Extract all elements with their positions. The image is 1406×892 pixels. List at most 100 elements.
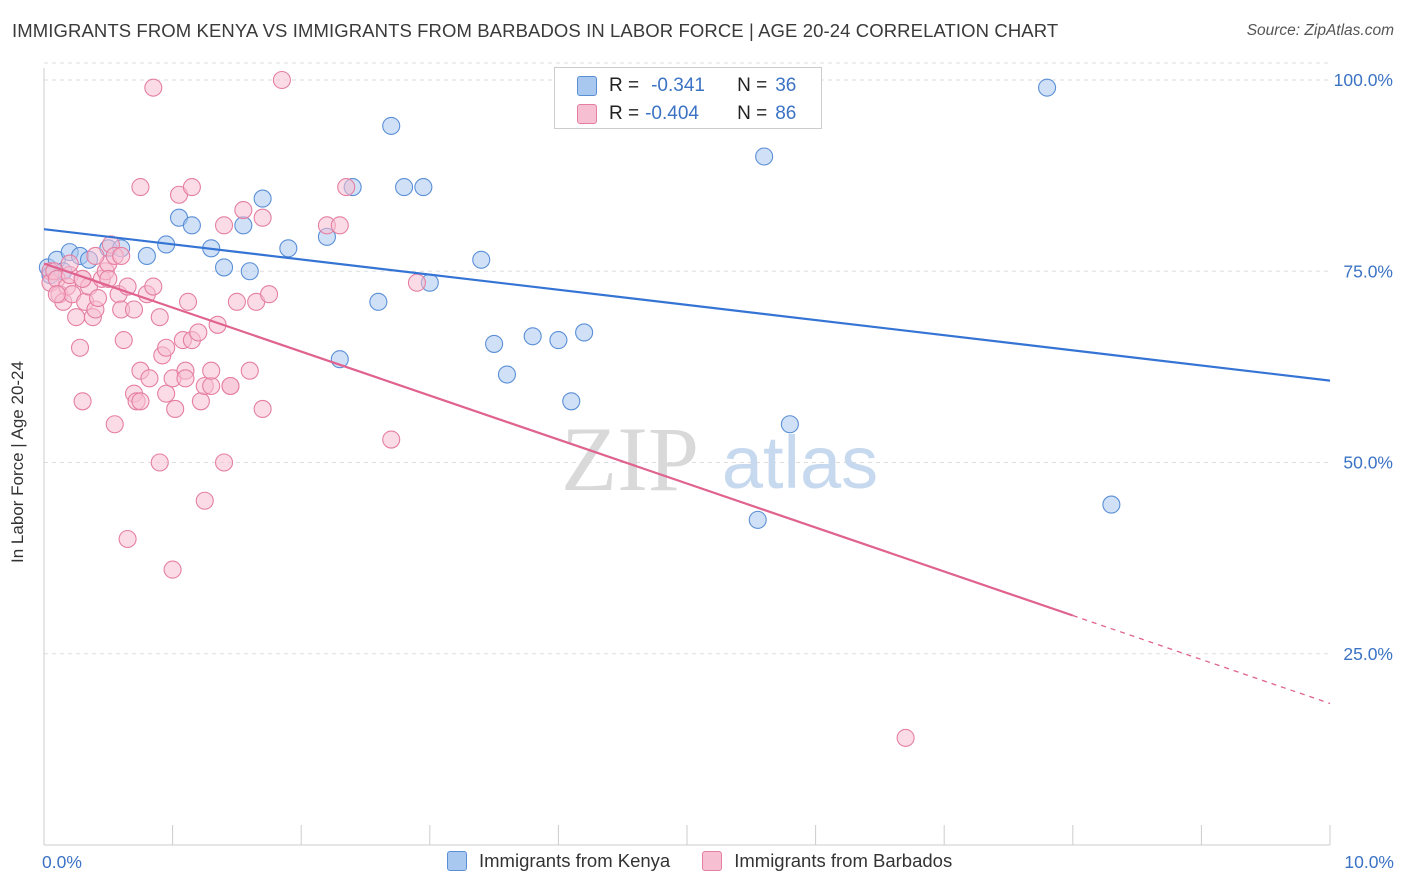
barbados-point [382, 430, 401, 449]
kenya-point [137, 246, 156, 265]
stats-legend: R = -0.341 N = 36 R = -0.404 N = 86 [554, 67, 822, 129]
kenya-point [414, 178, 433, 197]
kenya-point [780, 415, 799, 434]
y-tick-labels: 25.0% 50.0% 75.0% 100.0% [1334, 70, 1393, 664]
barbados-point [253, 208, 272, 227]
barbados-point [202, 376, 221, 396]
x-axis-max-label: 10.0% [1344, 852, 1394, 872]
barbados-point [178, 292, 198, 311]
barbados-point [214, 216, 234, 235]
watermark: ZIP atlas [561, 408, 878, 510]
stats-row-kenya: R = -0.341 N = 36 [577, 75, 796, 97]
barbados-point [118, 529, 137, 549]
y-axis-title: In Labor Force | Age 20-24 [8, 361, 27, 563]
barbados-point [47, 285, 66, 304]
barbados-point [105, 415, 124, 434]
trend-line [43, 262, 1074, 617]
axes [43, 68, 1331, 846]
y-tick-label: 25.0% [1343, 644, 1393, 664]
data-points [38, 70, 1121, 747]
barbados-point [221, 376, 240, 396]
y-tick-label: 100.0% [1334, 70, 1393, 90]
kenya-n-value: 36 [775, 75, 797, 96]
barbados-point [176, 369, 195, 388]
barbados-point [896, 728, 915, 747]
barbados-point [86, 246, 105, 265]
barbados-r-label: R = [609, 103, 640, 124]
kenya-point [575, 323, 594, 342]
kenya-point [369, 292, 388, 311]
trend-line-extension [1072, 614, 1331, 705]
barbados-point [150, 453, 169, 472]
kenya-point [182, 216, 201, 235]
barbados-n-value: 86 [775, 103, 797, 124]
kenya-n-label: N = [737, 75, 768, 96]
kenya-point [549, 331, 568, 350]
barbados-point [202, 361, 221, 380]
barbados-swatch [577, 104, 597, 124]
barbados-point [112, 246, 131, 265]
legend-kenya-label: Immigrants from Kenya [479, 850, 671, 871]
kenya-point [279, 239, 298, 258]
barbados-point [195, 491, 214, 510]
legend-kenya-swatch [447, 851, 467, 871]
barbados-point [166, 399, 185, 419]
barbados-point [214, 453, 234, 472]
barbados-point [67, 308, 86, 327]
barbados-point [191, 392, 210, 411]
kenya-r-value: -0.341 [651, 75, 705, 96]
barbados-point [189, 323, 208, 342]
kenya-point [1102, 495, 1121, 514]
barbados-point [337, 178, 356, 197]
x-axis-min-label: 0.0% [42, 852, 82, 872]
kenya-point [755, 147, 774, 166]
source-label: Source: ZipAtlas.com [1246, 22, 1394, 39]
barbados-point [182, 178, 201, 197]
barbados-point [140, 369, 159, 388]
barbados-point [234, 201, 253, 220]
watermark-zip: ZIP [561, 408, 699, 510]
barbados-point [163, 560, 182, 579]
y-tick-label: 75.0% [1343, 261, 1393, 281]
kenya-point [562, 392, 581, 411]
barbados-point [131, 178, 150, 197]
barbados-point [124, 300, 144, 319]
barbados-point [88, 288, 108, 308]
trend-line [43, 228, 1331, 382]
barbados-point [272, 70, 291, 90]
barbados-point [330, 216, 349, 235]
kenya-point [234, 216, 253, 235]
barbados-point [227, 292, 246, 311]
barbados-point [150, 308, 169, 327]
kenya-point [382, 116, 401, 135]
legend-item-kenya[interactable]: Immigrants from Kenya [447, 850, 670, 872]
barbados-point [157, 338, 176, 357]
barbados-r-value: -0.404 [645, 103, 699, 124]
legend-item-barbados[interactable]: Immigrants from Barbados [702, 850, 952, 872]
barbados-point [407, 273, 426, 292]
kenya-point [497, 365, 517, 384]
barbados-point [144, 78, 163, 97]
trend-lines [43, 228, 1331, 705]
barbados-n-label: N = [737, 103, 768, 124]
kenya-point [523, 327, 542, 346]
kenya-point [395, 178, 414, 197]
kenya-point [485, 334, 504, 353]
barbados-point [259, 285, 279, 304]
barbados-point [70, 338, 90, 357]
barbados-point [114, 331, 133, 350]
barbados-point [144, 277, 163, 296]
legend-barbados-swatch [702, 851, 723, 871]
legend-barbados-label: Immigrants from Barbados [734, 850, 953, 871]
kenya-point [472, 250, 491, 269]
kenya-point [748, 510, 767, 529]
kenya-r-label: R = [609, 75, 640, 96]
kenya-point [214, 258, 234, 277]
kenya-point [240, 262, 259, 281]
watermark-atlas: atlas [722, 421, 878, 504]
barbados-point [240, 361, 259, 380]
y-tick-label: 50.0% [1343, 453, 1393, 473]
barbados-point [73, 392, 92, 411]
kenya-swatch [577, 76, 597, 96]
